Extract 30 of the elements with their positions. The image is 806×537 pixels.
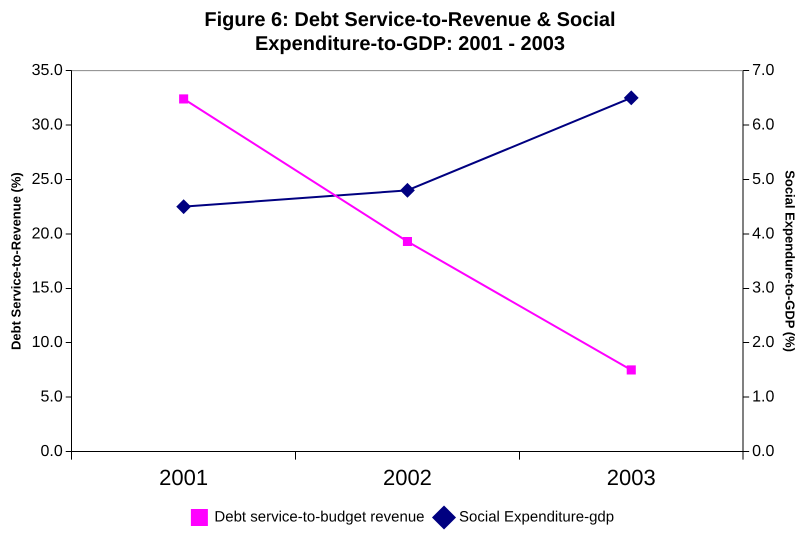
y-tick-label: 5.0	[40, 388, 63, 406]
y2-tick-label: 3.0	[752, 280, 774, 297]
y-tick-label: 30.0	[32, 116, 63, 134]
y2-tick-label: 0.0	[752, 443, 774, 460]
point	[624, 90, 638, 105]
x-tick-label: 2001	[159, 464, 208, 490]
y-tick-label: 15.0	[32, 280, 63, 297]
point	[176, 200, 191, 214]
y-tick-label: 20.0	[32, 225, 63, 242]
point	[400, 183, 414, 198]
legend-label: Social Expenditure-gdp	[459, 508, 614, 526]
chart-title: Figure 6: Debt Service-to-Revenue & Social Expenditure-to-GDP: 2001 - 2003	[203, 8, 617, 56]
y2-tick-label: 2.0	[752, 334, 774, 352]
x-tick-label: 2003	[606, 464, 656, 490]
y2-axis-title: Social Expendure-to-GDP (%)	[782, 170, 798, 352]
y-tick-label: 35.0	[32, 62, 63, 80]
y-tick-label: 10.0	[32, 334, 63, 352]
point	[179, 94, 188, 104]
point	[402, 236, 412, 246]
y2-tick-label: 1.0	[752, 388, 774, 406]
point	[626, 365, 636, 374]
y-tick-label: 0.0	[40, 443, 63, 460]
y-axis-title: Debt Service-to-Revenue (%)	[8, 172, 24, 350]
x-tick-label: 2002	[382, 464, 432, 490]
y2-tick-label: 7.0	[752, 62, 774, 80]
y2-tick-label: 6.0	[752, 116, 774, 134]
legend-label: Debt service-to-budget revenue	[214, 508, 425, 526]
y-tick-label: 25.0	[32, 170, 63, 188]
y2-tick-label: 5.0	[752, 170, 774, 188]
y2-tick-label: 4.0	[752, 225, 774, 242]
